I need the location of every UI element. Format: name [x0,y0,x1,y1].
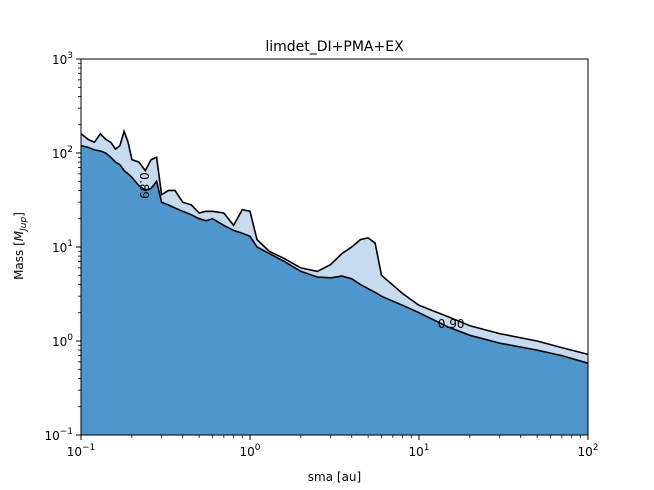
y-tick-label: 103 [52,51,73,67]
y-axis-label: Mass [MJup] [12,212,29,280]
inner-contour-area [81,145,588,435]
y-axis-label-subscript: Jup [19,216,29,232]
contour-line-099 [80,144,589,364]
x-tick-label: 100 [239,443,260,459]
y-tick-label: 10−1 [44,427,73,443]
y-tick-label: 101 [52,239,73,255]
y-tick-label: 102 [52,145,73,161]
y-axis-label-suffix: ] [12,212,26,217]
contour-label: 0.89 [137,172,151,199]
x-axis-ticks: 10−1 100 101 102 [67,435,599,459]
contour-label: 0.90 [438,317,465,331]
y-tick-label: 100 [52,333,73,349]
contour-line-090 [80,128,589,356]
plot-area [80,128,589,436]
x-axis-label: sma [au] [308,470,361,484]
y-axis-label-prefix: Mass [ [12,241,26,280]
contour-labels: 0.90 0.89 [137,172,464,331]
x-tick-label: 102 [577,443,598,459]
plot-frame [80,58,589,436]
y-axis-ticks: 10−1 100 101 102 103 [44,51,81,443]
x-tick-label: 101 [408,443,429,459]
y-axis-label-symbol: M [12,230,26,241]
x-tick-label: 10−1 [67,443,96,459]
chart-title: limdet_DI+PMA+EX [265,39,404,55]
